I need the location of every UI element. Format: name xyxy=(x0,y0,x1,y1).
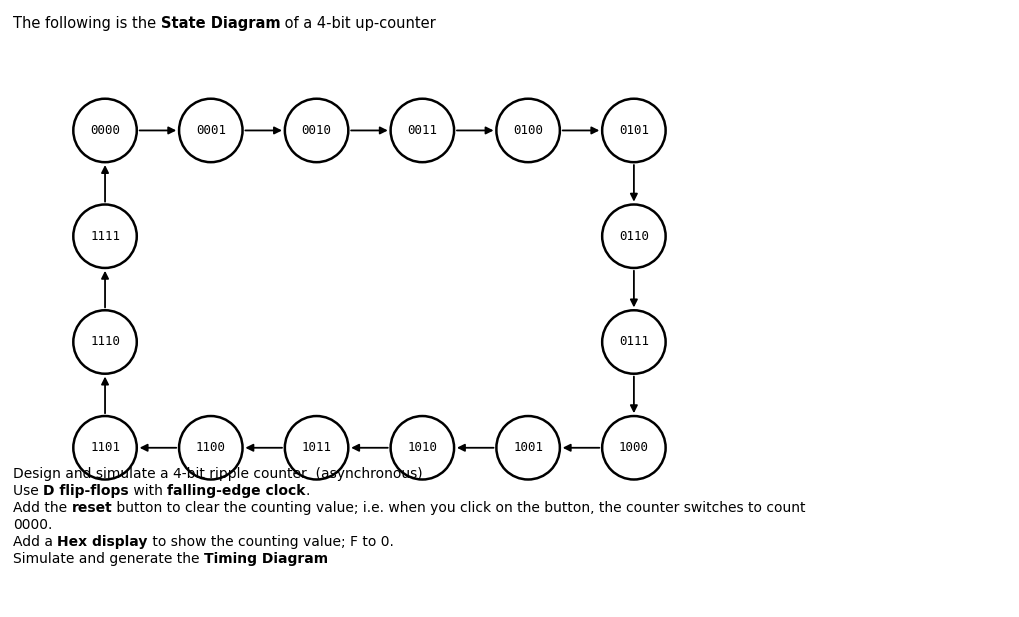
Text: 0010: 0010 xyxy=(302,124,331,137)
Text: 0111: 0111 xyxy=(619,336,648,349)
Circle shape xyxy=(179,99,243,162)
Text: D flip-flops: D flip-flops xyxy=(43,484,128,498)
Text: 1111: 1111 xyxy=(90,230,120,242)
Circle shape xyxy=(284,416,347,479)
Text: reset: reset xyxy=(71,501,112,515)
Circle shape xyxy=(73,310,137,374)
Text: 1110: 1110 xyxy=(90,336,120,349)
Text: Use: Use xyxy=(13,484,43,498)
Text: 0101: 0101 xyxy=(619,124,648,137)
Text: Simulate and generate the: Simulate and generate the xyxy=(13,552,204,566)
Text: Add the: Add the xyxy=(13,501,71,515)
Text: 0011: 0011 xyxy=(407,124,437,137)
Text: 1011: 1011 xyxy=(302,441,331,454)
Circle shape xyxy=(73,416,137,479)
Circle shape xyxy=(73,99,137,162)
Text: Add a: Add a xyxy=(13,535,57,549)
Circle shape xyxy=(390,99,453,162)
Text: button to clear the counting value; i.e. when you click on the button, the count: button to clear the counting value; i.e.… xyxy=(112,501,805,515)
Text: 1010: 1010 xyxy=(407,441,437,454)
Text: State Diagram: State Diagram xyxy=(161,16,280,31)
Circle shape xyxy=(179,416,243,479)
Text: 1100: 1100 xyxy=(196,441,225,454)
Text: .: . xyxy=(305,484,310,498)
Text: of a 4-bit up-counter: of a 4-bit up-counter xyxy=(280,16,436,31)
Text: 0000: 0000 xyxy=(90,124,120,137)
Text: falling-edge clock: falling-edge clock xyxy=(167,484,305,498)
Text: 1000: 1000 xyxy=(619,441,648,454)
Circle shape xyxy=(496,99,559,162)
Text: Design and simulate a 4-bit ripple counter  (asynchronous): Design and simulate a 4-bit ripple count… xyxy=(13,467,422,481)
Text: 0100: 0100 xyxy=(513,124,542,137)
Circle shape xyxy=(601,416,665,479)
Circle shape xyxy=(284,99,347,162)
Circle shape xyxy=(601,204,665,268)
Text: to show the counting value; F to 0.: to show the counting value; F to 0. xyxy=(148,535,393,549)
Text: 0001: 0001 xyxy=(196,124,225,137)
Text: 0110: 0110 xyxy=(619,230,648,242)
Circle shape xyxy=(73,204,137,268)
Text: Timing Diagram: Timing Diagram xyxy=(204,552,328,566)
Text: 0000.: 0000. xyxy=(13,518,52,532)
Circle shape xyxy=(601,310,665,374)
Circle shape xyxy=(390,416,453,479)
Text: The following is the: The following is the xyxy=(13,16,161,31)
Circle shape xyxy=(601,99,665,162)
Text: Hex display: Hex display xyxy=(57,535,148,549)
Text: 1101: 1101 xyxy=(90,441,120,454)
Text: 1001: 1001 xyxy=(513,441,542,454)
Circle shape xyxy=(496,416,559,479)
Text: with: with xyxy=(128,484,167,498)
